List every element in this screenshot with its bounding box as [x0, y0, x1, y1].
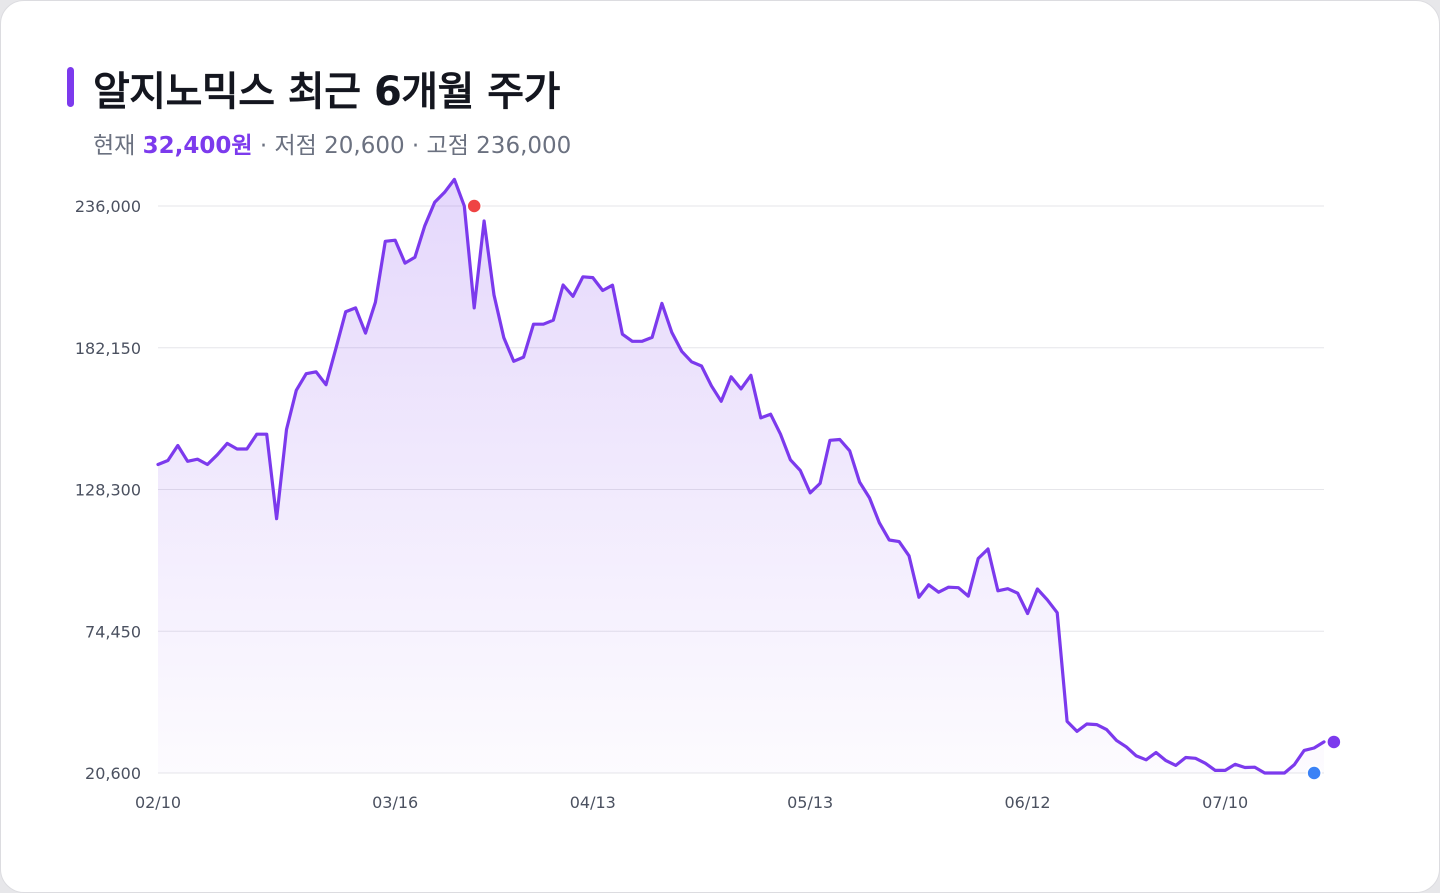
y-tick-label: 128,300	[75, 481, 141, 500]
last-marker	[1326, 734, 1342, 750]
low-marker	[1306, 765, 1322, 781]
price-series	[156, 177, 1326, 775]
price-line	[156, 177, 1326, 775]
x-tick-label: 02/10	[135, 793, 181, 812]
current-price: 32,400원	[142, 133, 253, 159]
y-axis-ticks: 20,600 74,450 128,300 182,150 236,000	[75, 197, 141, 783]
x-tick-label: 07/10	[1202, 793, 1248, 812]
high-price: · 고점 236,000	[411, 133, 572, 159]
x-tick-label: 03/16	[372, 793, 418, 812]
highlight-markers	[466, 198, 1342, 781]
page-title: 알지노믹스 최근 6개월 주가	[93, 69, 560, 115]
low-price: · 저점 20,600	[259, 133, 405, 159]
x-tick-label: 06/12	[1005, 793, 1051, 812]
y-tick-label: 182,150	[75, 339, 141, 358]
price-summary: 현재 32,400원 · 저점 20,600 · 고점 236,000	[93, 126, 571, 160]
y-tick-label: 236,000	[75, 197, 141, 216]
current-label: 현재	[93, 133, 136, 159]
title-accent-bar	[67, 67, 74, 107]
price-area-fill	[158, 179, 1324, 773]
y-tick-label: 74,450	[85, 622, 141, 641]
x-tick-label: 04/13	[570, 793, 616, 812]
x-axis-ticks: 02/10 03/16 04/13 05/13 06/12 07/10	[135, 793, 1248, 812]
high-marker	[466, 198, 482, 214]
y-tick-label: 20,600	[85, 764, 141, 783]
x-tick-label: 05/13	[787, 793, 833, 812]
